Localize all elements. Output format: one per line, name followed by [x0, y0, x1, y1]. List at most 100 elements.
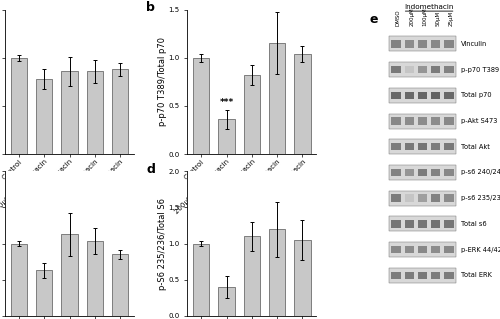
- Bar: [218, 119, 234, 154]
- Bar: [390, 88, 456, 103]
- Bar: [269, 43, 285, 154]
- Bar: [431, 169, 440, 176]
- Text: p-s6 240/244: p-s6 240/244: [460, 169, 500, 175]
- Text: DMSO: DMSO: [396, 10, 401, 26]
- Bar: [444, 169, 454, 176]
- Bar: [392, 220, 400, 228]
- Bar: [244, 236, 260, 316]
- Bar: [444, 220, 454, 228]
- Bar: [193, 244, 210, 316]
- Bar: [10, 244, 27, 316]
- Text: 50μM: 50μM: [436, 11, 440, 26]
- Bar: [404, 66, 414, 73]
- Bar: [431, 40, 440, 48]
- Bar: [392, 143, 400, 151]
- Bar: [390, 139, 456, 154]
- Bar: [418, 40, 427, 48]
- Bar: [404, 246, 414, 253]
- Bar: [418, 66, 427, 73]
- Bar: [218, 287, 234, 316]
- Bar: [390, 165, 456, 180]
- Bar: [390, 191, 456, 206]
- Text: e: e: [370, 13, 378, 26]
- Text: p-Akt S473: p-Akt S473: [460, 118, 497, 124]
- Text: b: b: [146, 1, 155, 14]
- Bar: [392, 169, 400, 176]
- Bar: [10, 58, 27, 154]
- Bar: [444, 195, 454, 202]
- Y-axis label: p-p70 T389/Total p70: p-p70 T389/Total p70: [158, 37, 167, 126]
- Bar: [431, 92, 440, 99]
- Bar: [444, 66, 454, 73]
- Bar: [431, 117, 440, 125]
- Bar: [444, 246, 454, 253]
- Bar: [193, 58, 210, 154]
- Bar: [392, 246, 400, 253]
- Bar: [294, 240, 310, 316]
- Bar: [404, 92, 414, 99]
- Bar: [444, 117, 454, 125]
- Text: Total ERK: Total ERK: [460, 272, 492, 278]
- Bar: [390, 62, 456, 77]
- Text: 200μM: 200μM: [409, 8, 414, 26]
- Bar: [418, 143, 427, 151]
- Bar: [404, 220, 414, 228]
- Bar: [431, 246, 440, 253]
- Bar: [392, 40, 400, 48]
- Bar: [390, 114, 456, 129]
- Bar: [392, 195, 400, 202]
- Text: 100μM: 100μM: [422, 8, 428, 26]
- Bar: [112, 255, 128, 316]
- Y-axis label: p-S6 235/236/Total S6: p-S6 235/236/Total S6: [158, 197, 167, 290]
- Bar: [444, 92, 454, 99]
- Bar: [444, 143, 454, 151]
- Bar: [431, 272, 440, 279]
- Bar: [404, 272, 414, 279]
- Bar: [418, 272, 427, 279]
- Bar: [86, 241, 103, 316]
- Bar: [404, 117, 414, 125]
- Bar: [112, 69, 128, 154]
- Bar: [392, 92, 400, 99]
- Text: ***: ***: [220, 98, 234, 107]
- Bar: [431, 66, 440, 73]
- Bar: [244, 75, 260, 154]
- Bar: [392, 272, 400, 279]
- Bar: [404, 169, 414, 176]
- Bar: [444, 272, 454, 279]
- Text: Total Akt: Total Akt: [460, 144, 490, 150]
- Bar: [418, 117, 427, 125]
- Bar: [418, 220, 427, 228]
- Bar: [390, 36, 456, 51]
- Text: Indomethacin: Indomethacin: [404, 4, 454, 10]
- Text: d: d: [146, 163, 155, 176]
- Bar: [294, 54, 310, 154]
- Text: p-p70 T389: p-p70 T389: [460, 67, 498, 73]
- Bar: [418, 92, 427, 99]
- Text: 25μM: 25μM: [449, 11, 454, 26]
- Bar: [431, 195, 440, 202]
- Text: p-s6 235/236: p-s6 235/236: [460, 195, 500, 201]
- Bar: [418, 195, 427, 202]
- Text: Vinculin: Vinculin: [460, 41, 487, 47]
- Bar: [390, 217, 456, 231]
- Bar: [431, 220, 440, 228]
- Bar: [62, 234, 78, 316]
- Text: Total p70: Total p70: [460, 92, 491, 98]
- Bar: [62, 71, 78, 154]
- Bar: [36, 79, 52, 154]
- Bar: [418, 246, 427, 253]
- Bar: [392, 66, 400, 73]
- Bar: [86, 71, 103, 154]
- Bar: [418, 169, 427, 176]
- Bar: [404, 40, 414, 48]
- Bar: [36, 270, 52, 316]
- Bar: [444, 40, 454, 48]
- Bar: [404, 195, 414, 202]
- Text: Total s6: Total s6: [460, 221, 486, 227]
- Bar: [431, 143, 440, 151]
- Bar: [269, 229, 285, 316]
- Bar: [404, 143, 414, 151]
- Bar: [390, 242, 456, 257]
- Bar: [390, 268, 456, 283]
